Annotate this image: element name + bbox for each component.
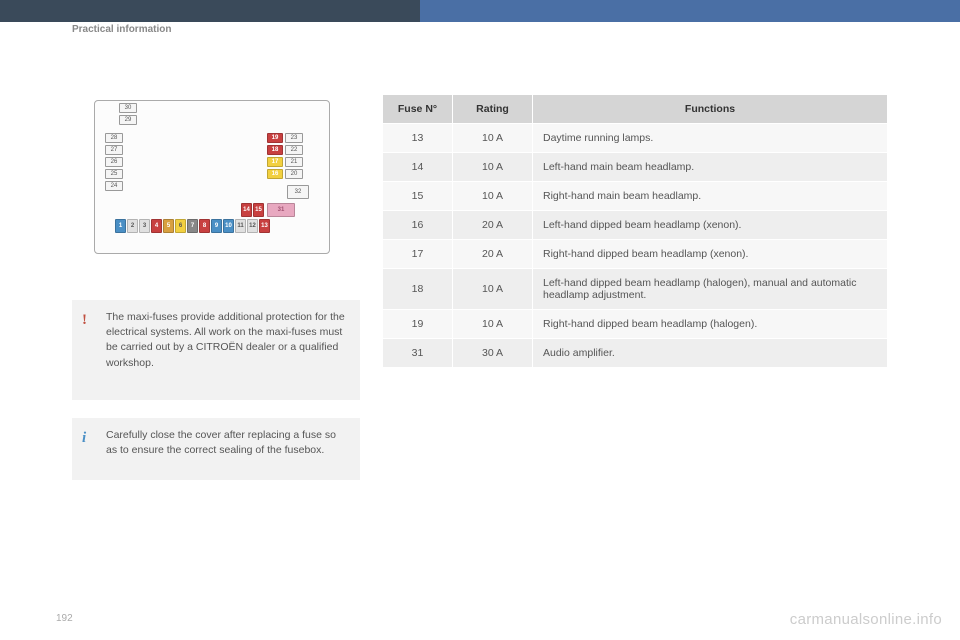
fuse-colored: 13 xyxy=(259,219,270,233)
fuse-slot: 32 xyxy=(287,185,309,199)
fuse-colored: 15 xyxy=(253,203,264,217)
cell-fuse-n: 13 xyxy=(383,124,453,153)
fuse-slot: 29 xyxy=(119,115,137,125)
cell-rating: 10 A xyxy=(453,269,533,310)
cell-rating: 20 A xyxy=(453,240,533,269)
fuse-colored: 12 xyxy=(247,219,258,233)
cell-rating: 10 A xyxy=(453,124,533,153)
cell-rating: 10 A xyxy=(453,310,533,339)
table-row: 1510 ARight-hand main beam headlamp. xyxy=(383,182,888,211)
fuse-colored: 10 xyxy=(223,219,234,233)
cell-rating: 10 A xyxy=(453,153,533,182)
cell-function: Right-hand dipped beam headlamp (halogen… xyxy=(533,310,888,339)
fuse-colored: 17 xyxy=(267,157,283,167)
fuse-colored: 7 xyxy=(187,219,198,233)
top-bar xyxy=(0,0,960,22)
cell-fuse-n: 15 xyxy=(383,182,453,211)
fuse-box-outline: 3029282726252423222120321918171614153112… xyxy=(94,100,330,254)
info-icon: i xyxy=(82,428,86,450)
fuse-slot: 22 xyxy=(285,145,303,155)
table-row: 1620 ALeft-hand dipped beam headlamp (xe… xyxy=(383,211,888,240)
cell-fuse-n: 17 xyxy=(383,240,453,269)
page-number: 192 xyxy=(56,613,73,624)
fuse-colored: 9 xyxy=(211,219,222,233)
cell-fuse-n: 18 xyxy=(383,269,453,310)
fuse-colored: 4 xyxy=(151,219,162,233)
cell-fuse-n: 14 xyxy=(383,153,453,182)
fuse-colored: 18 xyxy=(267,145,283,155)
warning-text: The maxi-fuses provide additional protec… xyxy=(106,311,345,369)
fuse-colored: 6 xyxy=(175,219,186,233)
info-box: i Carefully close the cover after replac… xyxy=(72,418,360,480)
cell-function: Audio amplifier. xyxy=(533,339,888,368)
cell-function: Right-hand dipped beam headlamp (xenon). xyxy=(533,240,888,269)
info-text: Carefully close the cover after replacin… xyxy=(106,429,336,456)
table-row: 1310 ADaytime running lamps. xyxy=(383,124,888,153)
fuse-colored: 1 xyxy=(115,219,126,233)
warning-box: ! The maxi-fuses provide additional prot… xyxy=(72,300,360,400)
fuse-slot: 30 xyxy=(119,103,137,113)
fuse-slot: 20 xyxy=(285,169,303,179)
cell-function: Right-hand main beam headlamp. xyxy=(533,182,888,211)
fuse-diagram: 3029282726252423222120321918171614153112… xyxy=(82,94,342,274)
fuse-slot: 25 xyxy=(105,169,123,179)
cell-function: Daytime running lamps. xyxy=(533,124,888,153)
fuse-colored: 5 xyxy=(163,219,174,233)
fuse-slot: 21 xyxy=(285,157,303,167)
fuse-colored: 11 xyxy=(235,219,246,233)
fuse-colored: 31 xyxy=(267,203,295,217)
fuse-colored: 14 xyxy=(241,203,252,217)
fuse-slot: 28 xyxy=(105,133,123,143)
fuse-slot: 27 xyxy=(105,145,123,155)
cell-function: Left-hand main beam headlamp. xyxy=(533,153,888,182)
cell-rating: 10 A xyxy=(453,182,533,211)
col-functions: Functions xyxy=(533,95,888,124)
fuse-colored: 3 xyxy=(139,219,150,233)
cell-rating: 30 A xyxy=(453,339,533,368)
watermark: carmanualsonline.info xyxy=(790,611,942,628)
col-fuse-n: Fuse N° xyxy=(383,95,453,124)
table-row: 1810 ALeft-hand dipped beam headlamp (ha… xyxy=(383,269,888,310)
fuse-colored: 16 xyxy=(267,169,283,179)
cell-function: Left-hand dipped beam headlamp (xenon). xyxy=(533,211,888,240)
table-row: 1910 ARight-hand dipped beam headlamp (h… xyxy=(383,310,888,339)
fuse-colored: 19 xyxy=(267,133,283,143)
warning-icon: ! xyxy=(82,310,87,332)
fuse-table: Fuse N° Rating Functions 1310 ADaytime r… xyxy=(382,94,888,368)
cell-fuse-n: 31 xyxy=(383,339,453,368)
col-rating: Rating xyxy=(453,95,533,124)
fuse-colored: 8 xyxy=(199,219,210,233)
fuse-slot: 23 xyxy=(285,133,303,143)
fuse-colored: 2 xyxy=(127,219,138,233)
cell-rating: 20 A xyxy=(453,211,533,240)
cell-fuse-n: 16 xyxy=(383,211,453,240)
cell-function: Left-hand dipped beam headlamp (halogen)… xyxy=(533,269,888,310)
top-bar-blue xyxy=(420,0,960,22)
page-header: Practical information xyxy=(72,24,171,35)
table-row: 1720 ARight-hand dipped beam headlamp (x… xyxy=(383,240,888,269)
fuse-slot: 26 xyxy=(105,157,123,167)
table-row: 3130 AAudio amplifier. xyxy=(383,339,888,368)
table-row: 1410 ALeft-hand main beam headlamp. xyxy=(383,153,888,182)
cell-fuse-n: 19 xyxy=(383,310,453,339)
top-bar-dark xyxy=(0,0,420,22)
fuse-slot: 24 xyxy=(105,181,123,191)
